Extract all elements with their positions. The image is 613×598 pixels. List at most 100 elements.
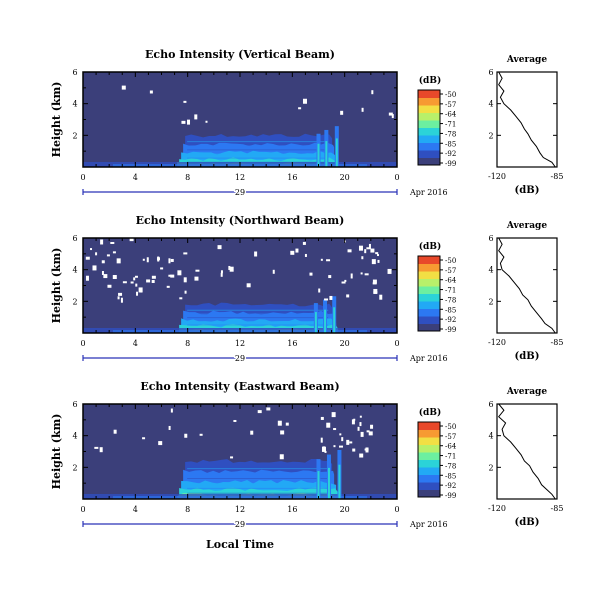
colorbar-segment bbox=[418, 150, 440, 158]
missing-data-speck bbox=[324, 298, 329, 301]
missing-data-speck bbox=[183, 252, 188, 255]
colorbar-segment bbox=[418, 323, 440, 332]
x-tick-label: 12 bbox=[235, 173, 245, 182]
colorbar-label: -57 bbox=[445, 267, 456, 275]
avg-x-axis-label: (dB) bbox=[515, 185, 540, 196]
missing-data-speck bbox=[181, 120, 186, 124]
missing-data-speck bbox=[387, 268, 392, 274]
colorbar-label: -57 bbox=[445, 433, 456, 441]
missing-data-speck bbox=[177, 270, 182, 276]
missing-data-speck bbox=[341, 437, 344, 442]
avg-y-tick-label: 4 bbox=[488, 432, 493, 441]
missing-data-speck bbox=[220, 272, 223, 277]
colorbar-segment bbox=[418, 256, 440, 264]
colorbar-unit: (dB) bbox=[419, 241, 441, 252]
missing-data-speck bbox=[106, 254, 110, 257]
missing-data-speck bbox=[149, 90, 153, 94]
date-day-label: 29 bbox=[235, 520, 245, 529]
missing-data-speck bbox=[184, 433, 188, 438]
x-tick-label: 16 bbox=[287, 505, 297, 514]
missing-data-speck bbox=[350, 273, 353, 279]
missing-data-speck bbox=[324, 450, 327, 453]
missing-data-speck bbox=[183, 277, 187, 283]
missing-data-speck bbox=[118, 292, 123, 296]
average-title: Average bbox=[506, 55, 547, 65]
missing-data-speck bbox=[146, 257, 149, 263]
avg-x-tick-label: -120 bbox=[488, 172, 506, 181]
convective-core bbox=[338, 464, 341, 499]
x-tick-label: 0 bbox=[80, 173, 85, 182]
missing-data-speck bbox=[364, 249, 367, 254]
colorbar-segment bbox=[418, 489, 440, 498]
y-tick-label: 4 bbox=[72, 266, 77, 275]
colorbar-segment bbox=[418, 271, 440, 279]
missing-data-speck bbox=[351, 419, 355, 425]
avg-y-tick-label: 4 bbox=[488, 266, 493, 275]
average-frame bbox=[496, 237, 558, 334]
y-axis-label: Height (km) bbox=[50, 414, 63, 490]
missing-data-speck bbox=[220, 270, 223, 274]
missing-data-speck bbox=[290, 250, 295, 255]
x-tick-label: 12 bbox=[235, 505, 245, 514]
colorbar-label: -64 bbox=[445, 443, 457, 451]
missing-data-speck bbox=[370, 248, 375, 253]
missing-data-speck bbox=[320, 437, 323, 443]
colorbar-segment bbox=[418, 474, 440, 483]
missing-data-speck bbox=[368, 431, 373, 436]
missing-data-speck bbox=[112, 251, 116, 254]
colorbar-segment bbox=[418, 135, 440, 143]
y-tick-label: 2 bbox=[72, 463, 77, 472]
missing-data-speck bbox=[341, 281, 346, 284]
x-tick-label: 20 bbox=[340, 173, 350, 182]
colorbar-segment bbox=[418, 263, 440, 272]
missing-data-speck bbox=[277, 420, 282, 426]
missing-data-speck bbox=[257, 410, 262, 414]
colorbar-frame bbox=[417, 255, 441, 332]
missing-data-speck bbox=[309, 272, 313, 276]
missing-data-speck bbox=[168, 258, 171, 264]
colorbar-segment bbox=[418, 127, 440, 136]
y-tick-label: 2 bbox=[72, 131, 77, 140]
panel-3 bbox=[82, 403, 558, 527]
x-tick-label: 4 bbox=[133, 173, 138, 182]
missing-data-speck bbox=[166, 285, 170, 288]
average-title: Average bbox=[506, 221, 547, 231]
convective-core bbox=[325, 141, 328, 167]
average-frame bbox=[496, 403, 558, 500]
missing-data-speck bbox=[205, 120, 208, 123]
missing-data-speck bbox=[120, 297, 123, 303]
missing-data-speck bbox=[113, 429, 117, 434]
missing-data-speck bbox=[94, 446, 99, 449]
missing-data-speck bbox=[194, 114, 198, 120]
missing-data-speck bbox=[229, 266, 234, 272]
missing-data-speck bbox=[135, 283, 138, 287]
colorbar-segment bbox=[418, 316, 440, 324]
date-day-label: 29 bbox=[235, 354, 245, 363]
colorbar-label: -78 bbox=[445, 296, 456, 304]
missing-data-speck bbox=[304, 253, 307, 257]
missing-data-speck bbox=[344, 279, 347, 282]
missing-data-speck bbox=[366, 247, 371, 250]
colorbar-segment bbox=[418, 437, 440, 445]
missing-data-speck bbox=[339, 433, 342, 436]
y-axis-label: Height (km) bbox=[50, 248, 63, 324]
missing-data-speck bbox=[302, 241, 306, 245]
missing-data-speck bbox=[95, 252, 98, 256]
missing-data-speck bbox=[246, 283, 251, 288]
avg-x-tick-label: -85 bbox=[551, 504, 564, 513]
missing-data-speck bbox=[199, 433, 203, 436]
x-tick-label: 20 bbox=[340, 505, 350, 514]
colorbar-label: -71 bbox=[445, 121, 456, 129]
colorbar-label: -57 bbox=[445, 101, 456, 109]
missing-data-speck bbox=[130, 281, 134, 284]
missing-data-speck bbox=[359, 453, 364, 458]
missing-data-speck bbox=[101, 260, 105, 264]
missing-data-speck bbox=[364, 273, 369, 276]
missing-data-speck bbox=[353, 418, 356, 421]
avg-y-tick-label: 2 bbox=[488, 463, 493, 472]
missing-data-speck bbox=[107, 284, 112, 288]
missing-data-speck bbox=[168, 274, 172, 277]
panel-2 bbox=[82, 237, 558, 361]
avg-x-axis-label: (dB) bbox=[515, 517, 540, 528]
